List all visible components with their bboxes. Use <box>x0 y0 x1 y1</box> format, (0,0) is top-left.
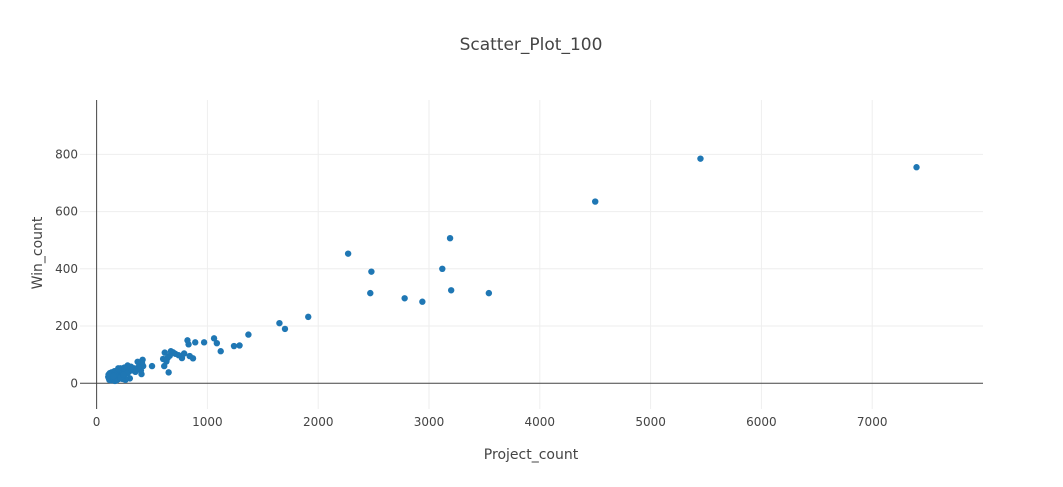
tick-label-layer: 0 1000 2000 3000 4000 5000 6000 7000 0 200 400 600 8… <box>55 147 887 429</box>
y-tick-label: 600 <box>55 205 78 219</box>
data-point <box>236 342 243 349</box>
data-point <box>281 325 289 333</box>
data-point <box>446 234 454 242</box>
x-axis-title: Project_count <box>484 447 579 463</box>
data-point <box>344 250 352 257</box>
chart-title: Scatter_Plot_100 <box>460 35 603 55</box>
data-point <box>368 268 375 275</box>
data-point <box>165 369 172 376</box>
data-point <box>210 335 218 342</box>
data-point <box>120 371 127 378</box>
data-point <box>419 298 426 305</box>
y-axis-title: Win_count <box>30 216 46 289</box>
data-point <box>485 289 493 297</box>
x-tick-label: 4000 <box>525 415 556 429</box>
x-tick-label: 6000 <box>746 415 777 429</box>
data-point <box>401 295 408 302</box>
data-point <box>132 368 139 376</box>
data-point <box>213 339 221 347</box>
data-point <box>186 352 193 360</box>
data-point <box>230 342 238 350</box>
data-point <box>367 289 374 297</box>
y-tick-label: 400 <box>55 262 78 276</box>
data-point <box>276 319 283 327</box>
data-point <box>305 313 312 321</box>
data-point <box>217 348 224 355</box>
data-point <box>245 331 252 338</box>
data-point <box>148 362 156 370</box>
points-layer <box>105 155 920 385</box>
data-point <box>161 349 168 356</box>
x-tick-label: 1000 <box>192 415 223 429</box>
x-tick-label: 2000 <box>303 415 334 429</box>
data-point <box>192 339 199 346</box>
data-point <box>115 365 122 372</box>
data-point <box>447 287 455 294</box>
x-tick-label: 5000 <box>635 415 666 429</box>
data-point <box>184 337 191 344</box>
data-point <box>161 362 168 370</box>
data-point <box>105 373 112 381</box>
x-tick-label: 3000 <box>414 415 445 429</box>
data-point <box>697 155 704 162</box>
data-point <box>439 265 446 273</box>
y-tick-label: 200 <box>55 319 78 333</box>
data-point <box>913 164 920 171</box>
y-tick-label: 800 <box>55 147 78 161</box>
grid-layer <box>80 100 983 409</box>
data-point <box>200 339 208 346</box>
x-tick-label: 7000 <box>857 415 888 429</box>
data-point <box>159 355 167 363</box>
data-point <box>592 198 599 205</box>
axes-layer <box>80 100 983 409</box>
data-point <box>134 358 141 365</box>
y-tick-label: 0 <box>70 376 78 390</box>
x-tick-label: 0 <box>93 415 101 429</box>
data-point <box>110 372 117 380</box>
data-point <box>111 377 119 385</box>
